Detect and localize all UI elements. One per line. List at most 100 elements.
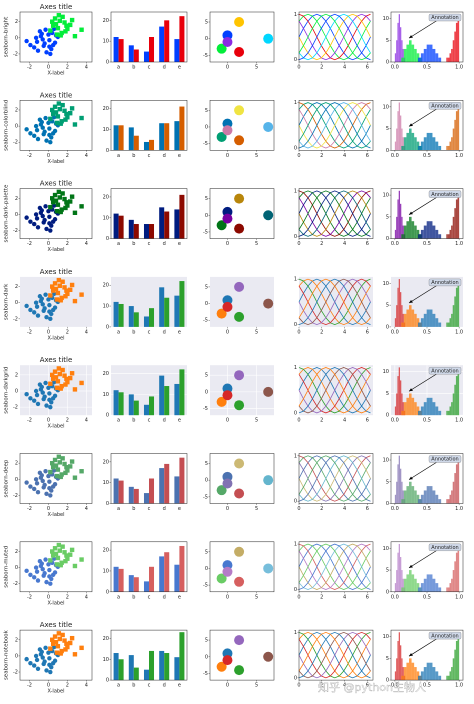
x-tick-label: -2: [27, 683, 32, 689]
x-tick-label: c: [148, 153, 151, 159]
scatter-square: [53, 286, 59, 292]
hist-bar: [403, 402, 407, 416]
scatter-point: [43, 292, 48, 297]
y-tick-label: 5: [205, 108, 208, 114]
x-tick-label: -2: [27, 65, 32, 71]
x-tick-label: d: [163, 594, 166, 600]
scatter-square: [62, 550, 67, 555]
bubble: [234, 635, 245, 646]
line: [298, 13, 371, 61]
bar: [128, 486, 134, 504]
style-label: seaborn-colorblind: [4, 100, 10, 151]
scatter-square: [60, 191, 65, 196]
panel: -2 0 2 -2 0 2 4 X-label: [13, 453, 93, 518]
hist-bar: [426, 309, 430, 327]
axes-frame: [209, 541, 275, 593]
y-tick-label: 0: [386, 148, 389, 154]
panel: 0 5 10 0.0 0.5 1.0 Annotation: [383, 188, 464, 247]
hist-bar: [406, 44, 409, 62]
line: [298, 543, 371, 590]
scatter-point: [42, 659, 47, 664]
hist-bar: [429, 397, 433, 416]
x-tick-label: a: [117, 153, 120, 159]
scatter-square: [58, 474, 63, 480]
hist-bar: [446, 322, 448, 327]
scatter-square: [59, 30, 64, 36]
scatter-square: [53, 198, 59, 203]
hist-bar: [400, 380, 402, 416]
hist-bar: [451, 48, 453, 62]
panel: -2 0 2 -2 0 2 4 Axes title X-label: [13, 356, 92, 430]
hist-bar: [455, 22, 458, 62]
bar: [143, 404, 149, 416]
hist-bar: [451, 667, 453, 681]
x-tick-label: d: [163, 65, 166, 71]
panel: 0 1 0 2 4 6: [294, 629, 374, 689]
scatter-point: [28, 307, 33, 313]
axes-frame: [110, 541, 188, 593]
hist-bar: [402, 137, 404, 151]
bar: [128, 45, 134, 62]
y-tick-label: 0: [106, 324, 109, 330]
bubble: [263, 475, 274, 486]
axes-title: Axes title: [40, 180, 73, 188]
x-tick-label: 0.0: [391, 506, 399, 512]
bubble: [222, 566, 233, 577]
x-tick-label: 2: [66, 506, 69, 512]
y-tick-label: -2: [13, 228, 18, 234]
scatter-square: [69, 635, 75, 641]
hist-bar: [394, 671, 397, 681]
hist-bar: [446, 57, 448, 62]
y-tick-label: 20: [103, 106, 109, 112]
x-tick-label: 6: [366, 594, 369, 600]
x-tick-label: 5: [255, 241, 258, 247]
hist-bar: [401, 57, 404, 62]
bubble: [216, 485, 227, 496]
bar: [179, 632, 185, 681]
hist-bar: [409, 305, 412, 327]
y-tick-label: 20: [103, 459, 109, 465]
x-tick-label: 0: [297, 683, 300, 689]
panel: -2 0 2 -2 0 2 4 Axes title X-label: [13, 91, 93, 165]
scatter-point: [47, 574, 52, 579]
bar: [164, 297, 170, 327]
bubble: [222, 125, 233, 136]
annotation-box: [428, 455, 462, 463]
bar: [174, 383, 180, 416]
scatter-square: [62, 108, 67, 113]
bar: [174, 564, 180, 592]
hist-bar: [455, 464, 458, 504]
bar: [118, 480, 124, 504]
scatter-square: [63, 382, 68, 387]
arrow-head: [409, 299, 413, 303]
bubble: [216, 43, 227, 54]
hist-bar: [394, 53, 397, 62]
scatter-point: [39, 384, 44, 390]
scatter-square: [56, 631, 62, 636]
bar: [174, 295, 180, 327]
axes-frame: [19, 453, 93, 504]
bar: [128, 394, 134, 416]
hist-bar: [447, 675, 450, 681]
y-tick-label: 0: [15, 35, 18, 41]
scatter-point: [44, 403, 49, 408]
hist-bar: [457, 195, 460, 239]
y-tick-label: 1: [294, 12, 297, 18]
scatter-point: [39, 208, 44, 213]
panel: -2 0 2 -2 0 2 4 Axes title X-label: [13, 621, 93, 695]
hist-bar: [423, 490, 427, 504]
y-tick-label: 5: [205, 549, 208, 555]
bubble: [263, 386, 274, 397]
y-tick-label: 0: [294, 675, 297, 681]
scatter-square: [55, 202, 61, 207]
bar: [113, 390, 119, 416]
scatter-point: [40, 302, 45, 307]
bar: [133, 224, 139, 239]
x-tick-label: 4: [343, 329, 346, 335]
scatter-square: [57, 18, 62, 24]
scatter-point: [35, 666, 41, 672]
axes-frame: [209, 453, 275, 504]
scatter-point: [39, 296, 44, 301]
x-tick-label: 6: [366, 683, 369, 689]
axes-title: Axes title: [40, 268, 73, 276]
